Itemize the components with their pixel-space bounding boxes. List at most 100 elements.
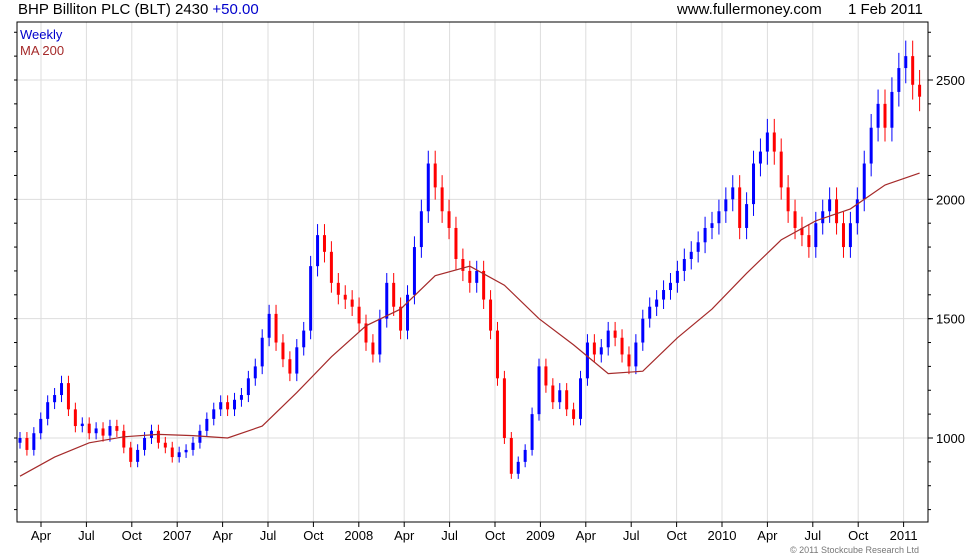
candle-body — [606, 330, 610, 348]
candle-body — [530, 414, 534, 450]
candle-body — [599, 347, 603, 355]
candle-body — [295, 347, 299, 374]
x-tick-label: Apr — [31, 528, 52, 543]
candle-body — [302, 330, 306, 348]
y-tick-label: 2500 — [936, 73, 965, 88]
x-tick-label: Apr — [394, 528, 415, 543]
candle-body — [613, 330, 617, 338]
legend-weekly: Weekly — [20, 27, 63, 42]
candle-body — [177, 452, 181, 458]
candle-body — [440, 187, 444, 212]
candle-body — [108, 426, 112, 436]
candle-body — [163, 442, 167, 448]
candle-body — [32, 433, 36, 450]
candle-body — [143, 437, 147, 450]
x-tick-label: Apr — [212, 528, 233, 543]
candle-body — [911, 56, 915, 85]
candle-body — [170, 447, 174, 458]
candle-body — [502, 378, 506, 438]
legend-ma200: MA 200 — [20, 43, 65, 58]
x-tick-label: Jul — [804, 528, 821, 543]
x-tick-label: 2009 — [526, 528, 555, 543]
candle-body — [288, 359, 292, 374]
x-tick-label: Apr — [576, 528, 597, 543]
x-tick-label: 2010 — [708, 528, 737, 543]
candle-body — [357, 306, 361, 324]
y-tick-label: 1500 — [936, 312, 965, 327]
candle-body — [66, 383, 70, 410]
candle-body — [745, 204, 749, 228]
candle-body — [39, 418, 43, 434]
site-link[interactable]: www.fullermoney.com — [677, 1, 822, 18]
candle-body — [537, 366, 541, 415]
chart-title: BHP Billiton PLC (BLT) 2430 +50.00 — [18, 1, 259, 18]
x-tick-label: Jul — [623, 528, 640, 543]
candle-body — [516, 461, 520, 474]
candle-body — [772, 132, 776, 152]
candle-body — [25, 437, 29, 450]
candle-body — [620, 337, 624, 355]
copyright: © 2011 Stockcube Research Ltd — [790, 545, 920, 555]
candle-body — [267, 313, 271, 338]
candle-body — [191, 442, 195, 450]
candle-body — [862, 163, 866, 200]
price-change: +50.00 — [212, 1, 259, 18]
candle-body — [364, 323, 368, 343]
candle-body — [87, 423, 91, 434]
candle-body — [717, 211, 721, 224]
x-tick-label: Jul — [260, 528, 277, 543]
candle-body — [260, 337, 264, 367]
candle-body — [558, 390, 562, 403]
candle-body — [53, 395, 57, 403]
candle-body — [682, 258, 686, 271]
candle-body — [655, 299, 659, 307]
candle-body — [343, 294, 347, 300]
candle-body — [233, 399, 237, 410]
candle-body — [136, 449, 140, 462]
chart-date: 1 Feb 2011 — [848, 1, 923, 18]
candle-body — [482, 270, 486, 300]
candle-body — [724, 199, 728, 212]
candle-body — [904, 56, 908, 69]
x-tick-label: Oct — [666, 528, 687, 543]
candle-body — [544, 366, 548, 386]
candle-body — [336, 282, 340, 295]
candle-body — [585, 342, 589, 379]
x-tick-label: 2007 — [163, 528, 192, 543]
candle-body — [579, 378, 583, 419]
candle-body — [869, 127, 873, 164]
candle-body — [447, 211, 451, 228]
candle-body — [412, 247, 416, 295]
candle-body — [274, 313, 278, 343]
candle-body — [627, 354, 631, 367]
y-tick-label: 2000 — [936, 192, 965, 207]
candle-body — [316, 235, 320, 267]
x-tick-label: Jul — [78, 528, 95, 543]
candle-body — [634, 342, 638, 367]
candle-body — [378, 318, 382, 355]
candle-body — [551, 385, 555, 403]
candle-body — [129, 447, 133, 462]
candle-body — [205, 418, 209, 431]
candle-body — [239, 395, 243, 400]
candle-body — [433, 163, 437, 188]
candle-body — [329, 251, 333, 283]
candle-body — [419, 211, 423, 248]
candle-body — [703, 227, 707, 243]
x-tick-label: Oct — [122, 528, 143, 543]
candle-body — [848, 223, 852, 248]
candle-body — [509, 437, 513, 474]
y-tick-label: 1000 — [936, 431, 965, 446]
candle-body — [821, 211, 825, 224]
candle-body — [253, 366, 257, 379]
candle-body — [890, 91, 894, 128]
candle-body — [226, 402, 230, 410]
candle-body — [392, 282, 396, 307]
candle-body — [689, 251, 693, 259]
candle-body — [371, 342, 375, 355]
candle-body — [322, 235, 326, 252]
candle-body — [572, 409, 576, 419]
candle-body — [350, 299, 354, 307]
candle-body — [426, 163, 430, 212]
